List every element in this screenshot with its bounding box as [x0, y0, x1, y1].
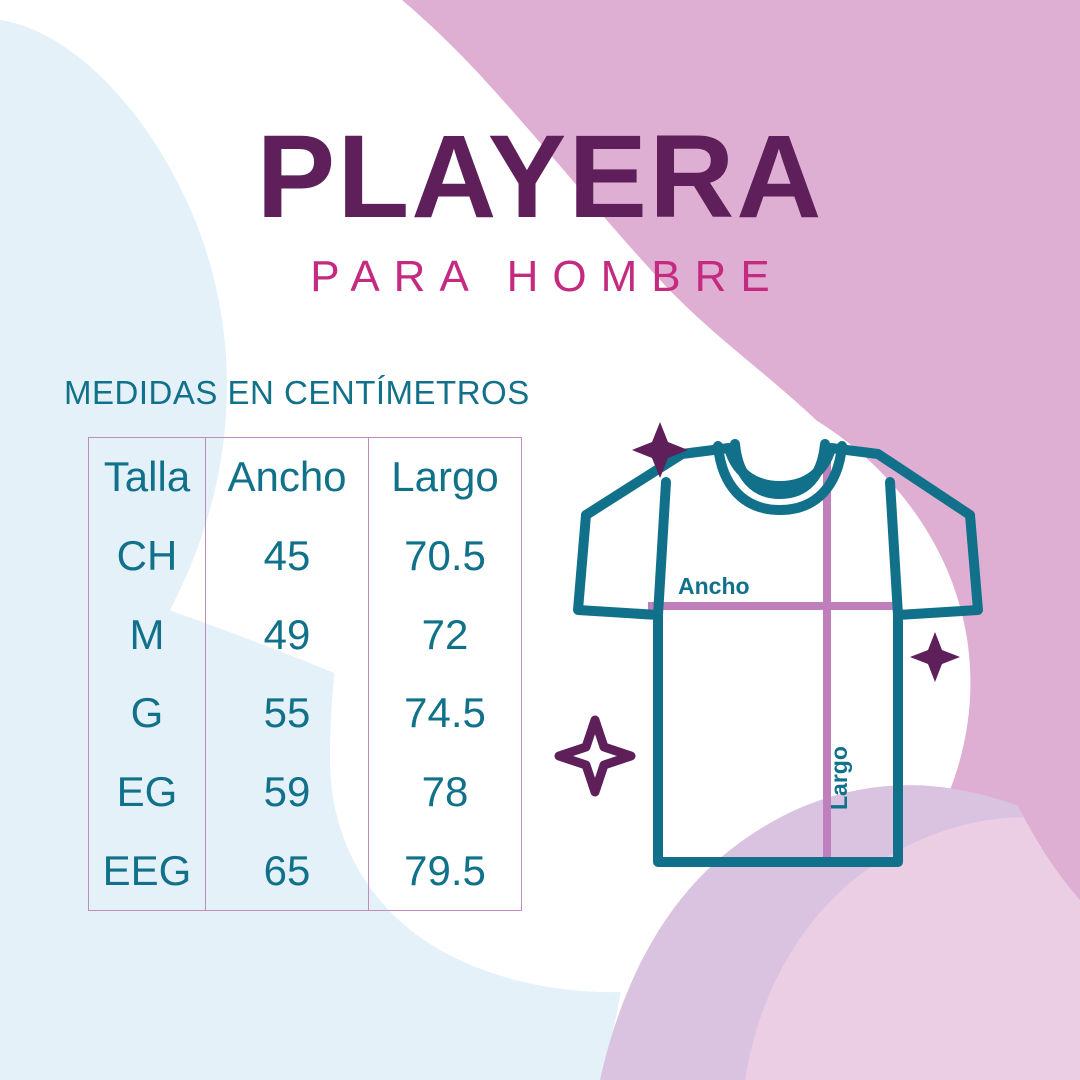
table-cell-talla: CH — [116, 532, 178, 579]
table-header-largo: Largo — [391, 453, 499, 501]
page-subtitle: PARA HOMBRE — [310, 252, 784, 301]
table-cell-largo: 78 — [421, 768, 469, 816]
table-cell-ancho: 59 — [263, 768, 311, 816]
tshirt-measurement-diagram: Ancho Largo — [554, 422, 983, 867]
table-column-talla: Talla CH M G EG EEG — [89, 438, 206, 910]
sparkle-star-outline-large-icon — [554, 715, 636, 797]
table-cell-largo: 72 — [421, 610, 469, 658]
units-caption: MEDIDAS EN CENTÍMETROS — [64, 374, 530, 411]
table-cell-largo: 74.5 — [404, 689, 486, 737]
table-cell-largo: 70.5 — [404, 532, 486, 579]
table-column-largo: Largo 70.5 72 74.5 78 79.5 — [369, 438, 521, 910]
sparkle-star-small-top-icon — [632, 422, 688, 478]
table-cell-ancho: 65 — [263, 846, 311, 894]
measurement-lines — [648, 450, 902, 862]
table-cell-talla: M — [129, 610, 165, 658]
sparkle-star-small-right-icon — [910, 632, 960, 682]
ancho-label: Ancho — [678, 573, 750, 599]
tshirt-outline-icon — [573, 439, 983, 867]
table-header-ancho: Ancho — [227, 453, 347, 501]
table-cell-talla: EG — [116, 768, 178, 816]
table-cell-ancho: 49 — [263, 610, 311, 658]
table-cell-ancho: 45 — [263, 532, 311, 579]
largo-label: Largo — [826, 746, 852, 810]
table-cell-largo: 79.5 — [404, 846, 486, 894]
table-cell-talla: G — [130, 689, 164, 737]
table-column-ancho: Ancho 45 49 55 59 65 — [206, 438, 369, 910]
table-header-talla: Talla — [103, 453, 191, 501]
table-cell-talla: EEG — [102, 846, 192, 894]
page-title: PLAYERA — [256, 111, 824, 243]
size-table: Talla CH M G EG EEG Ancho 45 49 55 59 65… — [88, 437, 522, 911]
table-cell-ancho: 55 — [263, 689, 311, 737]
title-block: PLAYERA PARA HOMBRE — [0, 118, 1080, 302]
